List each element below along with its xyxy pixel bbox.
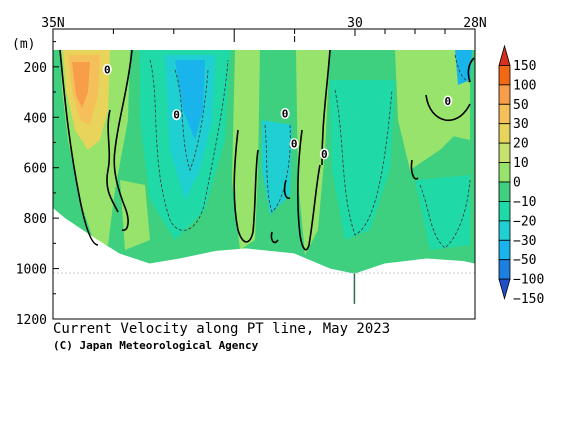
contour-label: 0 — [445, 95, 452, 108]
zero-contour-i — [425, 94, 471, 122]
colorbar-label: −10 — [513, 195, 536, 210]
chart-title: Current Velocity along PT line, May 2023 — [53, 321, 391, 337]
zero-contour-a — [59, 49, 99, 246]
field-patch-lightgreen-b — [296, 50, 330, 255]
colorbar-label: −30 — [513, 234, 536, 249]
contour-label: 0 — [291, 138, 298, 151]
zero-contour-e — [297, 129, 321, 251]
zero-contour-g — [283, 179, 291, 200]
colorbar-label: 50 — [513, 98, 529, 113]
y-axis: 200 400 600 800 1000 1200 — [16, 41, 59, 328]
contour-label-bg — [280, 107, 290, 119]
field-patch-blue-a — [175, 60, 205, 140]
field-patch-core-hot — [72, 62, 90, 108]
colorbar-label: 150 — [513, 59, 536, 74]
contour-label-bg — [172, 109, 182, 121]
plot-area: 0 0 0 0 0 0 — [53, 49, 475, 319]
colorbar-label: 10 — [513, 156, 529, 171]
field-patch-lightgreen-a — [232, 50, 260, 250]
colorbar-label: 30 — [513, 117, 529, 132]
x-tick-label-35n: 35N — [41, 16, 64, 31]
zero-contour-c — [106, 109, 119, 213]
y-tick-label: 400 — [24, 111, 47, 126]
y-tick-label: 200 — [24, 61, 47, 76]
chart-credit: (C) Japan Meteorological Agency — [53, 339, 259, 352]
field-patch-lightgreen-c — [395, 50, 470, 170]
contour-label: 0 — [173, 109, 180, 122]
x-tick-label-30: 30 — [347, 16, 363, 31]
contour-label: 0 — [282, 107, 289, 120]
x-tick-label-28n: 28N — [463, 16, 486, 31]
colorbar-band — [498, 142, 511, 163]
contour-labels: 0 0 0 0 0 0 — [102, 63, 453, 161]
contour-label-bg — [102, 63, 112, 75]
y-tick-label: 1200 — [16, 313, 47, 328]
top-axis-ticks — [52, 29, 476, 42]
zero-contour-d — [233, 129, 259, 243]
y-tick-label: 800 — [24, 212, 47, 227]
contour-label: 0 — [321, 148, 328, 161]
neg-contour-d — [264, 124, 291, 213]
y-tick-label: 1000 — [16, 263, 47, 278]
colorbar-band — [498, 65, 511, 86]
colorbar-band — [498, 162, 511, 183]
field-patch-teal-c — [415, 175, 470, 250]
contour-label-bg — [443, 95, 453, 107]
zero-contour-h — [270, 231, 279, 244]
colorbar-band — [498, 259, 511, 280]
colorbar-label: −100 — [513, 273, 544, 288]
contour-label: 0 — [104, 63, 111, 76]
y-tick-label: 600 — [24, 162, 47, 177]
field-patch-teal-b — [330, 80, 395, 240]
negative-contours — [149, 54, 471, 249]
colorbar-label: −20 — [513, 214, 536, 229]
colorbar-band — [498, 84, 511, 105]
field-patch-lightgreen-d — [120, 180, 150, 250]
zero-contour-b — [113, 49, 133, 232]
seafloor-mask — [53, 208, 475, 319]
contour-label-bg — [319, 148, 329, 160]
neg-contour-b — [174, 69, 209, 172]
colorbar-band — [498, 123, 511, 144]
contour-label-bg — [289, 138, 299, 150]
zero-contour-k — [410, 159, 419, 180]
neg-contour-e — [419, 179, 471, 249]
colorbar-label: 0 — [513, 176, 521, 191]
colorbar-label: −50 — [513, 253, 536, 268]
neg-contour-a — [149, 59, 229, 231]
colorbar-top-arrow — [498, 44, 511, 66]
colorbar-band — [498, 220, 511, 241]
colorbar-label: 100 — [513, 78, 536, 93]
colorbar-label: −150 — [513, 292, 544, 307]
plot-frame — [52, 28, 476, 320]
colorbar-band — [498, 239, 511, 261]
colorbar-label: 20 — [513, 137, 529, 152]
colorbar-band — [498, 181, 511, 202]
zero-contour-j — [467, 57, 475, 83]
colorbar-bottom-arrow — [498, 278, 511, 301]
colorbar-band — [498, 103, 511, 125]
neg-contour-f — [454, 54, 471, 83]
y-axis-label: (m) — [12, 37, 35, 52]
neg-contour-c — [334, 89, 393, 236]
colorbar-band — [498, 201, 511, 222]
